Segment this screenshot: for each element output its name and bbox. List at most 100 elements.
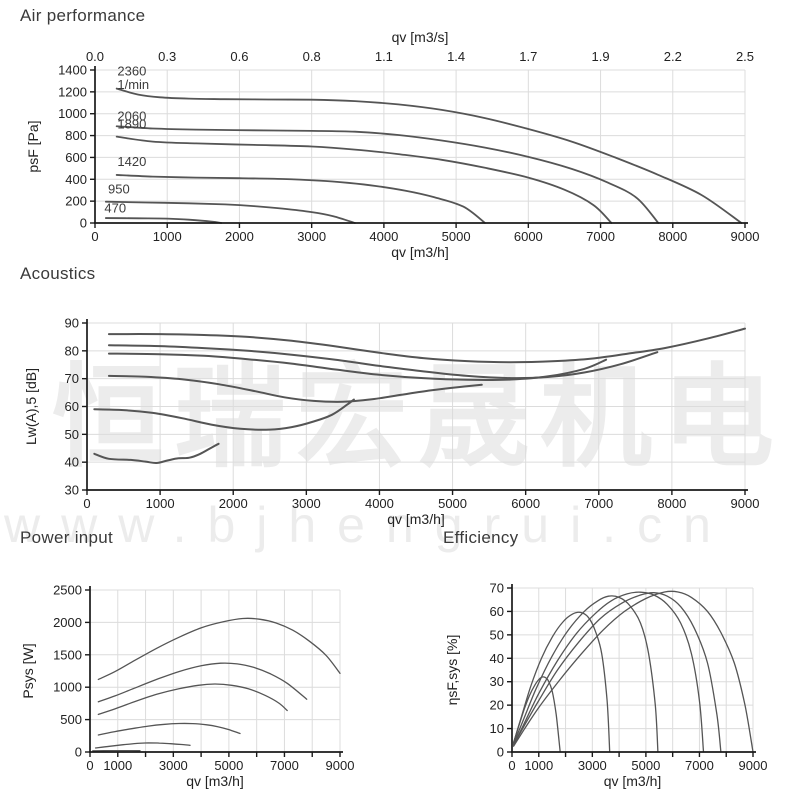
series-curve-1890: [115, 135, 613, 224]
efficiency-title: Efficiency: [443, 528, 519, 547]
y-tick-label: 40: [490, 651, 504, 666]
y-tick-label: 0: [75, 745, 82, 760]
y-tick-label: 2500: [53, 583, 82, 598]
x-tick-label: 2000: [225, 229, 254, 244]
series-curve-950: [94, 742, 191, 749]
x-tick-label: 7000: [270, 758, 299, 773]
x2-tick-label: 1.4: [447, 49, 465, 64]
x-tick-label: 3000: [297, 229, 326, 244]
curve-label: 2360: [117, 63, 146, 78]
y-tick-label: 40: [65, 455, 79, 470]
x-tick-label: 1000: [153, 229, 182, 244]
x-tick-label: 0: [83, 496, 90, 511]
series-curve-1890: [107, 352, 608, 381]
y-tick-label: 60: [490, 604, 504, 619]
x-axis-title: qv [m3/h]: [387, 511, 445, 527]
y-tick-label: 50: [490, 627, 504, 642]
x2-tick-label: 1.1: [375, 49, 393, 64]
x-tick-label: 0: [86, 758, 93, 773]
series-curve-1890: [512, 591, 705, 753]
curve-label: 1420: [117, 154, 146, 169]
efficiency-chart: 0 10 20 30 40 50 60 70 0 1000 3000 5000 7000 9000 qv […: [400, 555, 800, 800]
y-tick-label: 60: [65, 399, 79, 414]
x2-tick-label: 2.5: [736, 49, 754, 64]
x-tick-label: 8000: [658, 229, 687, 244]
series-curve-2060: [512, 592, 722, 753]
y-tick-label: 0: [497, 745, 504, 760]
x-tick-label: 9000: [731, 496, 760, 511]
curve-label: 2060: [117, 108, 146, 123]
y-tick-label: 200: [65, 194, 87, 209]
series-curve-1420: [107, 374, 483, 403]
y-tick-label: 1500: [53, 647, 82, 662]
y-tick-label: 800: [65, 128, 87, 143]
series-curve-950: [104, 200, 356, 224]
x-tick-label: 6000: [511, 496, 540, 511]
y-axis-title: Psys [W]: [20, 643, 36, 698]
x-tick-label: 0: [508, 758, 515, 773]
curve-label: 950: [108, 181, 130, 196]
series-curve-1890: [97, 683, 288, 716]
y-tick-label: 2000: [53, 615, 82, 630]
y-tick-label: 50: [65, 427, 79, 442]
x-tick-label: 9000: [739, 758, 768, 773]
x-tick-label: 4000: [365, 496, 394, 511]
y-tick-label: 70: [65, 371, 79, 386]
curve-label: 470: [104, 201, 126, 216]
x2-tick-label: 0.6: [230, 49, 248, 64]
series-curve-2060: [115, 125, 660, 224]
y-tick-label: 1000: [58, 106, 87, 121]
acoustics-title: Acoustics: [20, 264, 96, 283]
x-tick-label: 5000: [442, 229, 471, 244]
series-curve-1420: [97, 722, 241, 736]
x-tick-label: 5000: [631, 758, 660, 773]
x2-tick-label: 1.9: [592, 49, 610, 64]
x-tick-label: 4000: [369, 229, 398, 244]
x2-tick-label: 0.0: [86, 49, 104, 64]
y-tick-label: 400: [65, 172, 87, 187]
y-tick-label: 70: [490, 581, 504, 596]
x-tick-label: 5000: [438, 496, 467, 511]
y-tick-label: 30: [490, 674, 504, 689]
y-tick-label: 1200: [58, 84, 87, 99]
x-axis-title: qv [m3/h]: [604, 773, 662, 789]
series-curve-2360: [115, 87, 743, 224]
series-curve-470: [104, 217, 223, 224]
x-tick-label: 7000: [586, 229, 615, 244]
y-tick-label: 1000: [53, 680, 82, 695]
y-tick-label: 500: [60, 712, 82, 727]
x-tick-label: 7000: [584, 496, 613, 511]
x-tick-label: 5000: [214, 758, 243, 773]
x-tick-label: 0: [91, 229, 98, 244]
y-tick-label: 10: [490, 721, 504, 736]
x-tick-label: 3000: [292, 496, 321, 511]
x-tick-label: 9000: [326, 758, 355, 773]
series-curve-470: [93, 442, 220, 465]
air-performance-chart: 0 200 400 600 800 1000 1200 1400 0 1000 2000 3000 40…: [0, 28, 800, 264]
y-tick-label: 600: [65, 150, 87, 165]
x-tick-label: 6000: [514, 229, 543, 244]
x-axis-title: qv [m3/h]: [391, 244, 449, 260]
x-tick-label: 3000: [578, 758, 607, 773]
x2-tick-label: 2.2: [664, 49, 682, 64]
y-tick-label: 90: [65, 316, 79, 331]
y-tick-label: 20: [490, 698, 504, 713]
series-curve-1420: [512, 595, 659, 753]
series-curve-2360: [97, 617, 341, 681]
series-curve-2060: [97, 662, 308, 703]
x2-tick-label: 0.8: [303, 49, 321, 64]
x-tick-label: 1000: [146, 496, 175, 511]
y-tick-label: 1400: [58, 63, 87, 78]
x-tick-label: 9000: [731, 229, 760, 244]
series-curve-2060: [107, 344, 659, 380]
x-tick-label: 1000: [103, 758, 132, 773]
x-axis-title: qv [m3/h]: [186, 773, 244, 789]
series-curve-1420: [115, 174, 486, 224]
x-tick-label: 2000: [219, 496, 248, 511]
series-curve-2360: [512, 590, 754, 753]
x2-axis-title: qv [m3/s]: [392, 29, 449, 45]
y-axis-title: Lw(A),5 [dB]: [23, 368, 39, 445]
x-tick-label: 1000: [524, 758, 553, 773]
y-axis-title: ηsF,sys [%]: [444, 635, 460, 706]
x2-tick-label: 1.7: [519, 49, 537, 64]
